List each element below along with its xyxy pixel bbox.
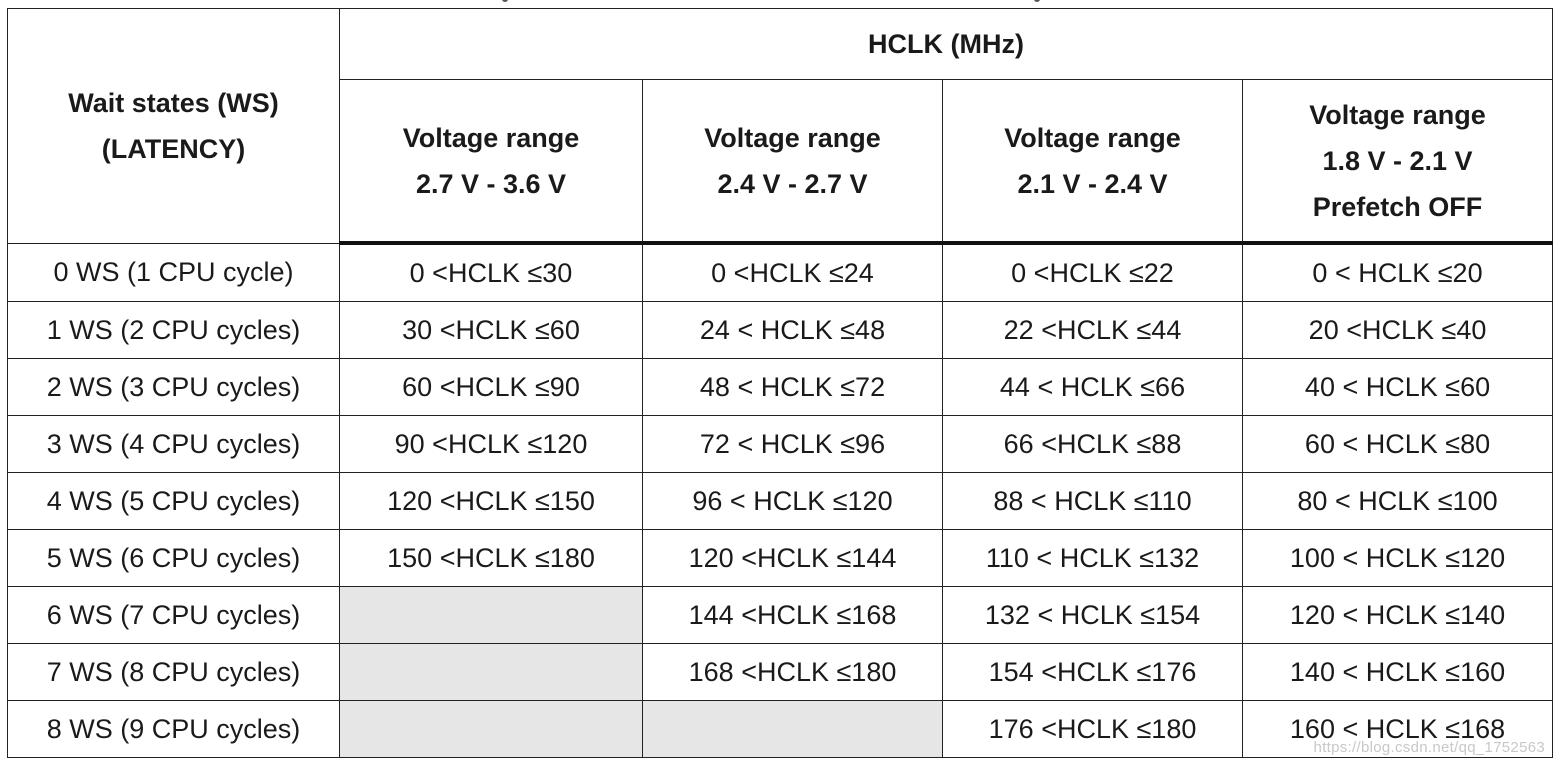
empty-cell xyxy=(642,700,943,758)
caption-fragment xyxy=(502,0,508,2)
hclk-range-cell: 48 < HCLK ≤72 xyxy=(642,358,943,416)
hclk-range-cell: 150 <HCLK ≤180 xyxy=(339,529,643,587)
empty-cell xyxy=(339,700,643,758)
voltage-range-header-line: Voltage range xyxy=(402,122,580,153)
hclk-range-cell: 0 < HCLK ≤20 xyxy=(1241,242,1554,302)
hclk-range-cell: 20 <HCLK ≤40 xyxy=(1241,301,1554,359)
voltage-range-header-line: Prefetch OFF xyxy=(1312,191,1483,222)
hclk-range-cell: 160 < HCLK ≤168 xyxy=(1241,700,1554,758)
hclk-range-cell: 0 <HCLK ≤24 xyxy=(642,242,943,302)
table-row: 2 WS (3 CPU cycles) 60 <HCLK ≤90 48 < HCLK… xyxy=(7,358,1554,416)
hclk-range-cell: 144 <HCLK ≤168 xyxy=(642,586,943,644)
hclk-range-cell: 120 < HCLK ≤140 xyxy=(1241,586,1554,644)
hclk-range-cell: 22 <HCLK ≤44 xyxy=(942,301,1243,359)
hclk-range-cell: 24 < HCLK ≤48 xyxy=(642,301,943,359)
voltage-range-header-line: 1.8 V - 2.1 V xyxy=(1322,145,1473,176)
hclk-range-cell: 110 < HCLK ≤132 xyxy=(942,529,1243,587)
voltage-range-header-line: 2.4 V - 2.7 V xyxy=(717,168,868,199)
wait-state-cell: 8 WS (9 CPU cycles) xyxy=(7,700,340,758)
hclk-range-cell: 44 < HCLK ≤66 xyxy=(942,358,1243,416)
hclk-range-cell: 154 <HCLK ≤176 xyxy=(942,643,1243,701)
table-row: 6 WS (7 CPU cycles) 144 <HCLK ≤168 132 < H… xyxy=(7,586,1554,644)
table-row: 8 WS (9 CPU cycles) 176 <HCLK ≤180 160 < H… xyxy=(7,700,1554,758)
voltage-range-header: Voltage range 1.8 V - 2.1 V Prefetch OFF xyxy=(1241,79,1554,245)
hclk-range-cell: 168 <HCLK ≤180 xyxy=(642,643,943,701)
voltage-range-header-line: 2.7 V - 3.6 V xyxy=(415,168,567,199)
wait-states-header-line: Wait states (WS) xyxy=(68,87,279,118)
cropped-caption-strip xyxy=(0,0,1557,8)
empty-cell xyxy=(339,643,643,701)
hclk-range-cell: 60 < HCLK ≤80 xyxy=(1241,415,1554,473)
table-row: 4 WS (5 CPU cycles) 120 <HCLK ≤150 96 < HC… xyxy=(7,472,1554,530)
watermark-url: https://blog.csdn.net/qq_1752563 xyxy=(1313,739,1545,756)
voltage-range-header: Voltage range 2.1 V - 2.4 V xyxy=(942,79,1243,245)
hclk-range-cell: 60 <HCLK ≤90 xyxy=(339,358,643,416)
flash-wait-states-table: Wait states (WS) (LATENCY) HCLK (MHz) Vo… xyxy=(7,8,1554,758)
wait-state-cell: 2 WS (3 CPU cycles) xyxy=(7,358,340,416)
hclk-range-cell: 88 < HCLK ≤110 xyxy=(942,472,1243,530)
voltage-range-header-line: Voltage range xyxy=(704,122,881,153)
hclk-range-cell: 30 <HCLK ≤60 xyxy=(339,301,643,359)
wait-state-cell: 3 WS (4 CPU cycles) xyxy=(7,415,340,473)
hclk-range-cell: 140 < HCLK ≤160 xyxy=(1241,643,1554,701)
wait-states-header-line: (LATENCY) xyxy=(101,133,246,164)
hclk-range-cell: 120 <HCLK ≤144 xyxy=(642,529,943,587)
voltage-range-header-line: Voltage range xyxy=(1309,99,1486,130)
voltage-range-header-line: Voltage range xyxy=(1004,122,1181,153)
table-row: 3 WS (4 CPU cycles) 90 <HCLK ≤120 72 < HCL… xyxy=(7,415,1554,473)
hclk-range-cell: 90 <HCLK ≤120 xyxy=(339,415,643,473)
empty-cell xyxy=(339,586,643,644)
voltage-range-header-line: 2.1 V - 2.4 V xyxy=(1017,168,1168,199)
table-row: 5 WS (6 CPU cycles) 150 <HCLK ≤180 120 <HC… xyxy=(7,529,1554,587)
hclk-range-cell: 72 < HCLK ≤96 xyxy=(642,415,943,473)
hclk-range-cell: 0 <HCLK ≤30 xyxy=(339,242,643,302)
hclk-range-cell: 132 < HCLK ≤154 xyxy=(942,586,1243,644)
hclk-group-header: HCLK (MHz) xyxy=(338,8,1554,80)
hclk-range-cell: 0 <HCLK ≤22 xyxy=(942,242,1243,302)
hclk-range-cell: 96 < HCLK ≤120 xyxy=(642,472,943,530)
hclk-range-cell: 66 <HCLK ≤88 xyxy=(942,415,1243,473)
caption-fragment xyxy=(1034,0,1040,2)
voltage-range-header: Voltage range 2.7 V - 3.6 V xyxy=(339,79,643,245)
hclk-range-cell: 100 < HCLK ≤120 xyxy=(1241,529,1554,587)
hclk-range-cell: 40 < HCLK ≤60 xyxy=(1241,358,1554,416)
wait-states-header: Wait states (WS) (LATENCY) xyxy=(7,8,340,244)
hclk-range-cell: 120 <HCLK ≤150 xyxy=(339,472,643,530)
voltage-range-header: Voltage range 2.4 V - 2.7 V xyxy=(642,79,943,245)
table-row: 1 WS (2 CPU cycles) 30 <HCLK ≤60 24 < HCLK… xyxy=(7,301,1554,359)
wait-state-cell: 5 WS (6 CPU cycles) xyxy=(7,529,340,587)
wait-state-cell: 6 WS (7 CPU cycles) xyxy=(7,586,340,644)
table-row: 7 WS (8 CPU cycles) 168 <HCLK ≤180 154 <HC… xyxy=(7,643,1554,701)
wait-state-cell: 4 WS (5 CPU cycles) xyxy=(7,472,340,530)
wait-state-cell: 7 WS (8 CPU cycles) xyxy=(7,643,340,701)
wait-state-cell: 0 WS (1 CPU cycle) xyxy=(7,242,340,302)
hclk-range-cell: 80 < HCLK ≤100 xyxy=(1241,472,1554,530)
hclk-range-cell: 176 <HCLK ≤180 xyxy=(942,700,1243,758)
wait-state-cell: 1 WS (2 CPU cycles) xyxy=(7,301,340,359)
table-row: 0 WS (1 CPU cycle) 0 <HCLK ≤30 0 <HCLK ≤24… xyxy=(7,242,1554,302)
